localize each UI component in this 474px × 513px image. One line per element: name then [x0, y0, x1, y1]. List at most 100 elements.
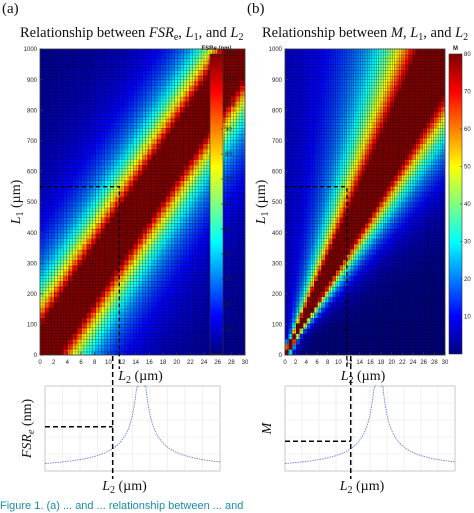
heat-cell: [156, 212, 162, 219]
heat-cell: [240, 165, 245, 171]
heat-cell: [394, 170, 399, 177]
heat-cell: [292, 270, 297, 277]
heat-cell: [203, 80, 209, 87]
heat-cell: [390, 312, 395, 319]
heat-cell: [303, 165, 308, 171]
heat-cell: [339, 59, 344, 66]
heat-cell: [86, 159, 92, 166]
heat-cell: [415, 191, 421, 198]
heat-cell: [123, 223, 130, 229]
heat-cell: [394, 196, 399, 203]
heat-cell: [105, 244, 111, 251]
heat-cell: [383, 249, 388, 256]
heat-cell: [317, 291, 322, 298]
heat-cell: [189, 96, 195, 103]
heat-cell: [343, 154, 348, 161]
title-fragment: ,: [178, 25, 185, 41]
heat-cell: [317, 323, 322, 330]
heat-cell: [40, 128, 46, 135]
heat-cell: [383, 291, 388, 298]
heat-cell: [95, 101, 102, 108]
heat-cell: [40, 143, 46, 150]
heat-cell: [375, 249, 381, 256]
heat-cell: [49, 260, 55, 266]
heat-cell: [221, 122, 227, 129]
heat-cell: [317, 54, 322, 61]
heat-cell: [170, 333, 176, 340]
heat-cell: [368, 149, 373, 156]
heat-cell: [419, 64, 424, 71]
heat-cell: [95, 275, 102, 282]
heat-cell: [114, 75, 120, 82]
heat-cell: [235, 270, 241, 277]
heat-cell: [240, 128, 245, 135]
heat-cell: [390, 107, 395, 113]
colorbar-tick-label: 80: [225, 152, 232, 158]
heat-cell: [198, 133, 204, 140]
heat-cell: [58, 291, 64, 298]
heat-cell: [81, 70, 88, 76]
heat-cell: [328, 270, 333, 277]
heat-cell: [105, 170, 111, 177]
heat-cell: [123, 228, 130, 235]
heat-cell: [105, 270, 111, 277]
heat-cell: [226, 149, 232, 156]
heat-cell: [240, 307, 245, 314]
heat-cell: [170, 154, 176, 161]
heat-cell: [100, 70, 106, 76]
heat-cell: [67, 143, 74, 150]
heat-cell: [288, 122, 293, 129]
heat-cell: [235, 165, 241, 171]
heat-cell: [303, 349, 308, 355]
heat-cell: [147, 143, 153, 150]
heat-cell: [343, 128, 348, 135]
heat-cell: [285, 96, 290, 103]
heat-cell: [383, 85, 388, 92]
heat-cell: [44, 186, 50, 193]
heat-cell: [175, 149, 181, 156]
heat-cell: [147, 207, 153, 214]
heat-cell: [142, 238, 148, 245]
heat-cell: [368, 117, 373, 124]
heat-cell: [368, 328, 373, 335]
heat-cell: [170, 265, 176, 272]
heat-cell: [288, 101, 293, 108]
heat-cell: [306, 202, 312, 208]
heat-cell: [346, 281, 352, 288]
heat-cell: [372, 328, 377, 335]
heat-cell: [184, 138, 190, 145]
heat-cell: [147, 286, 153, 293]
heat-cell: [100, 281, 106, 288]
heat-cell: [58, 249, 64, 256]
heat-cell: [325, 265, 330, 272]
heat-cell: [372, 165, 377, 171]
heat-cell: [184, 49, 190, 55]
heat-cell: [221, 143, 227, 150]
heat-cell: [100, 328, 106, 335]
heat-cell: [368, 333, 373, 340]
heat-cell: [379, 143, 384, 150]
heat-cell: [53, 333, 60, 340]
heat-cell: [156, 291, 162, 298]
heat-cell: [295, 307, 301, 314]
heat-cell: [368, 212, 373, 219]
heat-cell: [372, 85, 377, 92]
heat-cell: [133, 333, 139, 340]
heat-cell: [240, 107, 245, 113]
heat-cell: [49, 312, 55, 319]
heat-cell: [354, 64, 359, 71]
heat-cell: [401, 49, 406, 55]
heat-cell: [226, 291, 232, 298]
heat-cell: [328, 202, 333, 208]
heat-cell: [419, 101, 424, 108]
heat-cell: [151, 296, 158, 303]
heat-cell: [137, 85, 144, 92]
heat-cell: [408, 133, 413, 140]
heat-cell: [151, 238, 158, 245]
heat-cell: [285, 154, 290, 161]
heat-cell: [383, 281, 388, 288]
heat-cell: [193, 133, 200, 140]
heat-cell: [226, 85, 232, 92]
heat-cell: [240, 101, 245, 108]
heat-cell: [105, 349, 111, 355]
